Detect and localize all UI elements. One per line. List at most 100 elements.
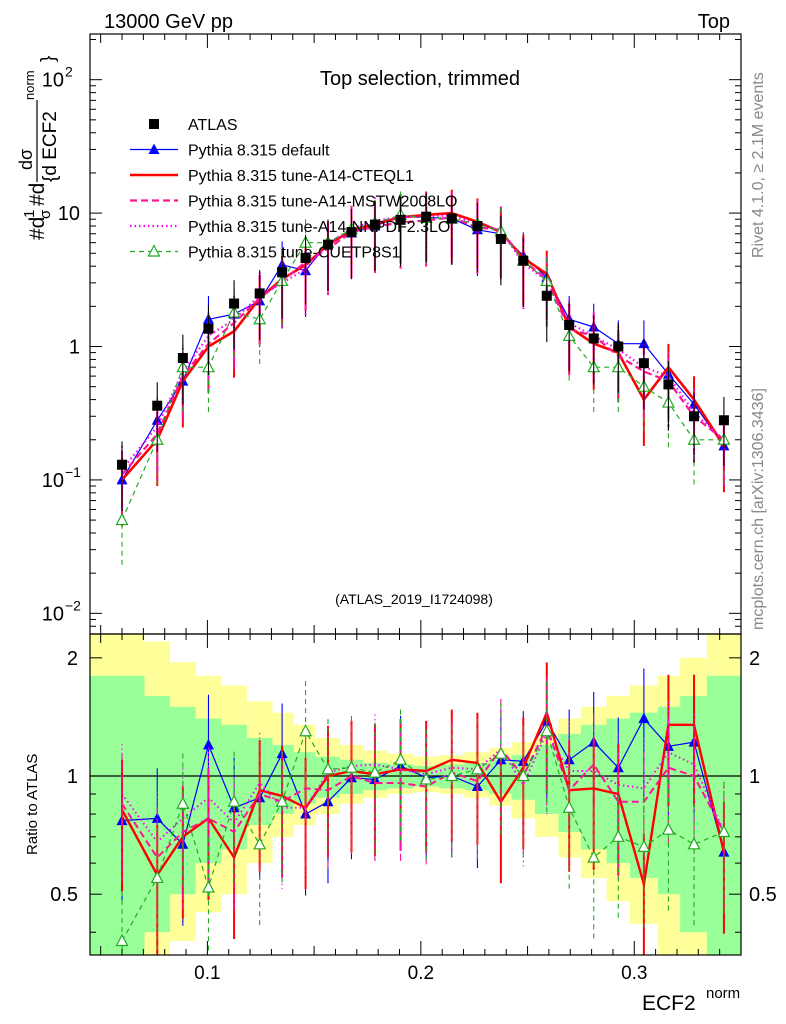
data-point [419, 772, 433, 785]
data-point [203, 323, 214, 334]
ratio-y-tick-label-right: 2 [749, 648, 760, 670]
x-axis-label: ECF2 norm [642, 985, 740, 1015]
data-point [115, 512, 129, 526]
data-point [277, 267, 288, 278]
y-tick-label-base: 10 [42, 603, 64, 625]
y-tick-label: 10 2 [42, 64, 73, 92]
data-point [494, 746, 508, 759]
data-point [177, 353, 188, 364]
legend-marker [149, 119, 159, 129]
data-point [394, 752, 408, 765]
data-point [150, 870, 164, 884]
legend-entry: ATLAS [149, 117, 238, 134]
ratio-y-axis-label: Ratio to ATLAS [24, 754, 41, 855]
y-tick-label-exp: −1 [65, 464, 81, 480]
x-label-main: ECF2 [642, 992, 696, 1015]
data-point [472, 221, 483, 232]
data-point [495, 233, 506, 244]
data-point [588, 333, 599, 344]
y-label-sup: norm [22, 70, 37, 100]
data-point [152, 400, 163, 411]
data-point [202, 738, 214, 750]
y-tick-label-exp: −2 [65, 597, 81, 613]
stat-band-bin [293, 752, 316, 804]
data-point [541, 290, 552, 301]
data-point [148, 143, 160, 154]
y-label-frac2-den: {d ECF2 [40, 111, 61, 182]
data-point [321, 762, 335, 775]
series-atlas [117, 193, 729, 511]
y-tick-label: 10 −1 [42, 464, 81, 492]
data-point [421, 211, 432, 222]
ratio-band-layer [90, 634, 741, 955]
y-tick-label-base: 10 [58, 203, 80, 225]
main-chart-title: Top selection, trimmed [320, 68, 520, 90]
main-y-axis-label: #d 1 σ #d dσ {d ECF2 norm } [16, 56, 61, 240]
data-point [151, 812, 163, 823]
legend-label: Pythia 8.315 default [188, 143, 330, 160]
data-point [369, 219, 380, 230]
x-tick-label: 0.2 [408, 963, 434, 984]
main-series-layer [115, 189, 731, 567]
data-point [564, 319, 575, 330]
ratio-y-tick-label-right: 0.5 [749, 884, 777, 906]
data-point [254, 288, 265, 299]
ratio-frame [89, 633, 742, 956]
data-point [445, 768, 459, 782]
y-label-prefix: #d [26, 217, 49, 240]
ratio-y-tick-label-right: 1 [749, 766, 760, 788]
legend-label: Pythia 8.315 tune-A14-MSTW2008LO [188, 194, 457, 211]
data-point [717, 824, 731, 838]
analysis-id-label: (ATLAS_2019_I1724098) [335, 591, 493, 607]
data-point [346, 227, 357, 238]
legend-entry: Pythia 8.315 tune-A14-MSTW2008LO [130, 194, 457, 211]
ratio-series-layer [115, 662, 731, 955]
y-label-frac1-den: σ [37, 209, 54, 219]
data-point [344, 760, 358, 773]
data-point [638, 712, 650, 724]
y-tick-label: 1 [69, 337, 80, 359]
data-point [661, 822, 675, 835]
legend-label: Pythia 8.315 tune-A14-CTEQL1 [188, 168, 414, 185]
rivet-version-label: Rivet 4.1.0, ≥ 2.1M events [750, 72, 767, 258]
data-point [229, 298, 240, 309]
stat-band-bin [90, 675, 145, 955]
data-point [518, 255, 529, 266]
data-point [446, 213, 457, 224]
series-pythia-8-315-tune-cuetp8s1 [115, 681, 731, 955]
data-point [687, 836, 701, 850]
data-point [395, 214, 406, 225]
data-point [275, 794, 289, 807]
legend: ATLAS Pythia 8.315 default Pythia 8.315 tu… [130, 117, 457, 262]
ratio-y-tick-label: 1 [67, 766, 78, 788]
legend-entry: Pythia 8.315 default [130, 143, 330, 160]
data-point [587, 850, 601, 863]
legend-label: ATLAS [188, 117, 238, 134]
series-pythia-8-315-tune-a14-nnpdf2-3lo [121, 682, 725, 924]
data-point [115, 933, 129, 947]
y-tick-label: 10 −2 [42, 597, 81, 625]
data-point [253, 836, 267, 850]
legend-label: Pythia 8.315 tune-A14-NNPDF2.3LO [188, 219, 450, 236]
x-tick-label: 0.1 [194, 963, 220, 984]
data-point [638, 358, 649, 369]
x-tick-label: 0.3 [621, 963, 647, 984]
data-point [613, 341, 624, 352]
data-point [611, 829, 625, 842]
energy-label: 13000 GeV pp [104, 11, 233, 33]
y-tick-label-base: 1 [69, 337, 80, 359]
data-point [368, 765, 382, 778]
legend-entry: Pythia 8.315 tune-CUETP8S1 [130, 244, 401, 262]
data-point [176, 796, 190, 809]
y-tick-label: 10 [58, 203, 80, 225]
data-point [299, 723, 313, 737]
data-point [689, 411, 700, 422]
mcplots-site-label: mcplots.cern.ch [arXiv:1306.3436] [750, 388, 767, 630]
data-point [540, 723, 554, 737]
data-point [300, 253, 311, 264]
legend-label: Pythia 8.315 tune-CUETP8S1 [188, 245, 401, 262]
legend-entry: Pythia 8.315 tune-A14-NNPDF2.3LO [130, 219, 450, 236]
series-line [121, 731, 725, 843]
data-point [470, 762, 484, 775]
